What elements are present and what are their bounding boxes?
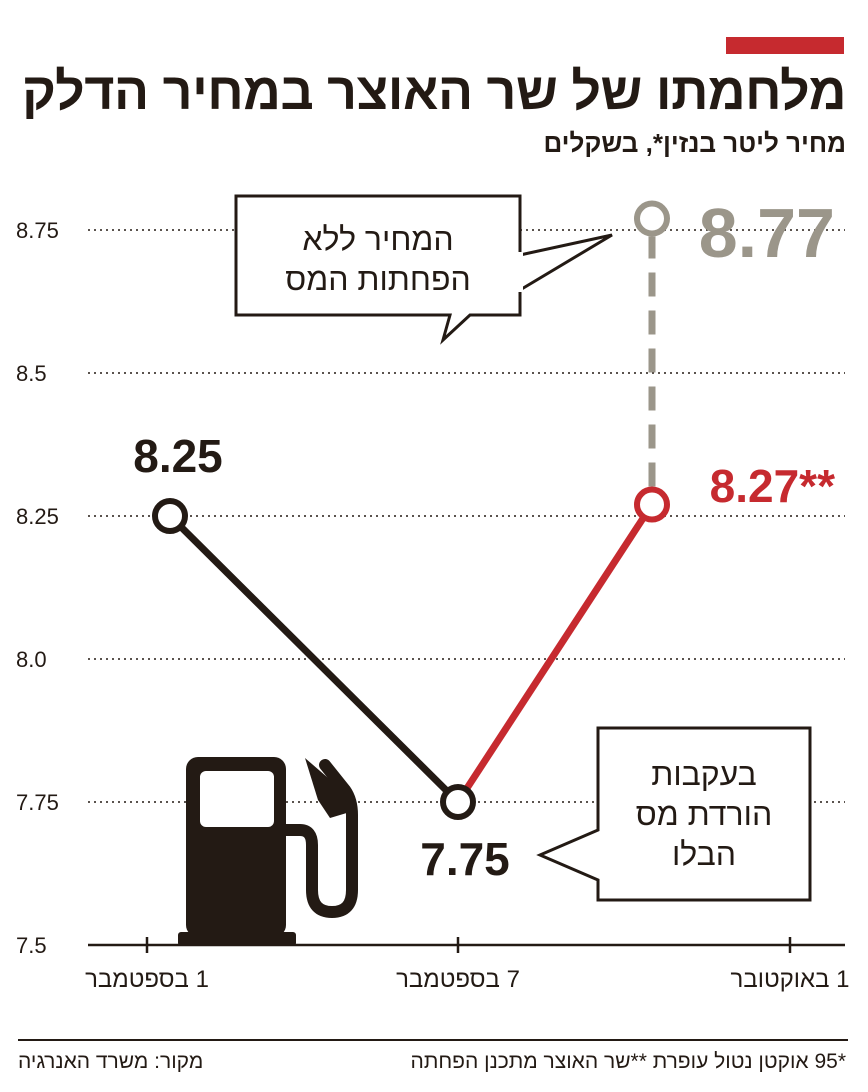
data-points: [152, 200, 670, 820]
callout-text-line: הבלו: [672, 836, 736, 872]
chart-title: מלחמתו של שר האוצר במחיר הדלק: [22, 63, 846, 121]
y-tick-label: 8.0: [16, 647, 47, 672]
data-point: [440, 784, 476, 820]
fuel-pump-icon: [178, 757, 358, 946]
footer-rule: [18, 1039, 848, 1041]
x-tick-label: 1 באוקטובר: [731, 966, 850, 993]
data-point: [634, 486, 670, 523]
y-tick-label: 8.25: [16, 504, 59, 529]
data-point: [152, 498, 188, 534]
callout-text-line: בעקבות: [651, 756, 757, 792]
series-lines: [167, 236, 656, 805]
x-tick-label: 1 בספטמבר: [85, 966, 209, 993]
callout-text-line: המחיר ללא: [302, 221, 453, 257]
y-tick-label: 7.5: [16, 933, 47, 958]
data-point: [634, 200, 670, 237]
y-tick-label: 8.5: [16, 361, 47, 386]
data-label: 8.25: [133, 430, 223, 482]
callout-tax-cut: בעקבות הורדת מס הבלו: [536, 726, 812, 902]
x-tick-label: 7 בספטמבר: [396, 966, 520, 993]
data-label: 8.27**: [710, 460, 835, 512]
y-tick-label: 8.75: [16, 218, 59, 243]
callout-text-line: הורדת מס: [636, 796, 772, 832]
accent-bar: [726, 37, 844, 54]
data-label: 7.75: [420, 833, 510, 885]
y-tick-label: 7.75: [16, 790, 59, 815]
y-axis-ticks: 8.75 8.5 8.25 8.0 7.75 7.5: [16, 218, 59, 958]
series-line: [167, 513, 461, 805]
data-labels: 8.25 7.75 8.27** 8.77: [133, 194, 835, 885]
data-label: 8.77: [699, 194, 835, 272]
chart-subtitle: מחיר ליטר בנזין*, בשקלים: [543, 128, 846, 158]
source-note: מקור: משרד האנרגיה: [18, 1050, 204, 1073]
footnote: *95 אוקטן נטול עופרת **שר האוצר מתכנן הפ…: [410, 1050, 846, 1073]
callout-text-line: הפחתות המס: [285, 261, 471, 297]
series-line: [455, 502, 655, 804]
callout-no-tax-cut: המחיר ללא הפחתות המס: [234, 194, 613, 345]
